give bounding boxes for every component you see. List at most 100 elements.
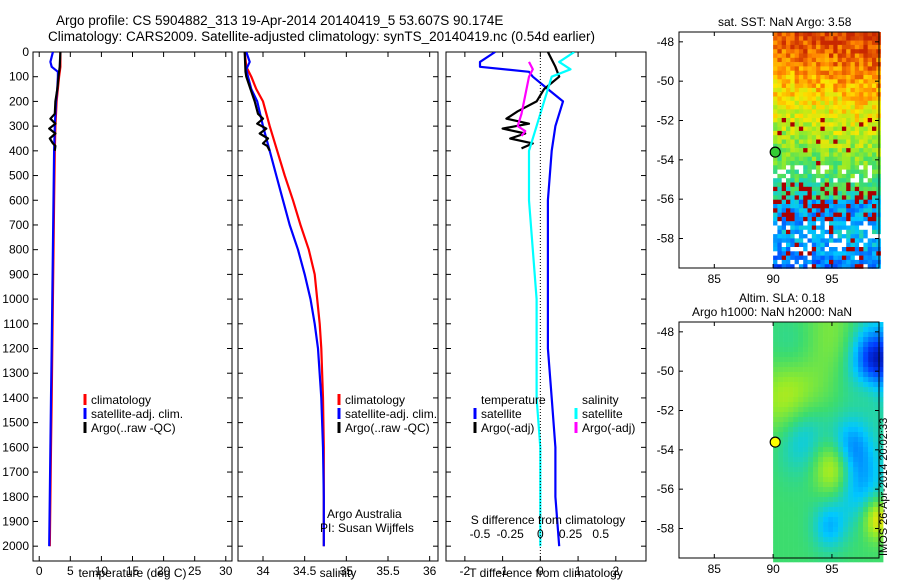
legend-label: Argo(-adj)	[481, 421, 534, 435]
series-line-s-argo-adj-	[516, 61, 534, 137]
y-tick-label: 1600	[2, 440, 29, 454]
x-tick-label: 10	[95, 564, 109, 578]
y-tick-label: 500	[9, 169, 29, 183]
y-tick-label: 0	[22, 45, 29, 59]
map-y-tick-label: -56	[657, 192, 675, 206]
x-tick-label: 5	[67, 564, 74, 578]
figure-title-line2: Climatology: CARS2009. Satellite-adjuste…	[48, 29, 596, 44]
legend-label: Argo(..raw -QC)	[91, 421, 176, 435]
y-tick-label: 1900	[2, 514, 29, 528]
top-tick-label: 0	[537, 527, 544, 541]
y-tick-label: 700	[9, 218, 29, 232]
sst-map-panel: 85 90 95 -48 -50 -52 -54 -56 -58	[657, 31, 881, 286]
legend-label: satellite	[582, 407, 623, 421]
y-tick-label: 1200	[2, 342, 29, 356]
map-y-tick-label: -52	[657, 404, 675, 418]
top-tick-label: 0.5	[592, 527, 609, 541]
legend-title-temperature: temperature	[481, 393, 546, 407]
argo-position-marker	[769, 436, 781, 448]
y-tick-label: 1400	[2, 391, 29, 405]
x-tick-label: 0	[36, 564, 43, 578]
series-line-argo-raw-qc-	[243, 52, 271, 152]
series-line-satellite-adj-clim-	[245, 52, 325, 547]
map-cells	[773, 32, 881, 269]
plot-frame	[32, 51, 233, 562]
x-tick-label: 35	[340, 564, 354, 578]
y-tick-label: 1800	[2, 490, 29, 504]
y-tick-label: 1500	[2, 416, 29, 430]
map-x-tick-label: 90	[766, 562, 780, 576]
map-y-tick-label: -48	[657, 35, 675, 49]
credit-line2: PI: Susan Wijffels	[320, 521, 414, 535]
map-x-tick-label: 95	[825, 562, 839, 576]
y-tick-label: 800	[9, 243, 29, 257]
y-tick-label: 200	[9, 94, 29, 108]
legend-label: Argo(-adj)	[582, 421, 635, 435]
y-tick-label: 600	[9, 193, 29, 207]
x-tick-label: 20	[157, 564, 171, 578]
series-line-satellite-adj-clim-	[48, 52, 60, 547]
y-tick-label: 100	[9, 70, 29, 84]
map-y-tick-label: -56	[657, 482, 675, 496]
legend-label: climatology	[91, 393, 151, 407]
map-y-tick-label: -58	[657, 232, 675, 246]
x-axis-label: T difference from climatology	[469, 566, 623, 580]
timestamp-stamp: IMOS 26-Apr-2014 20:02:33	[878, 417, 890, 556]
y-tick-label: 1000	[2, 292, 29, 306]
y-tick-label: 400	[9, 144, 29, 158]
map-y-tick-label: -50	[657, 74, 675, 88]
top-axis-label: S difference from climatology	[471, 513, 626, 527]
sla-map-title-line2: Argo h1000: NaN h2000: NaN	[692, 305, 853, 319]
legend-label: satellite-adj. clim.	[345, 407, 437, 421]
temperature-panel: 0 5 10 15 20 25 300100200300400500600700800900…	[2, 45, 232, 580]
map-x-tick-label: 85	[708, 272, 722, 286]
series-group	[478, 52, 575, 547]
map-x-tick-label: 85	[708, 562, 722, 576]
x-tick-label: 0	[537, 564, 544, 578]
x-tick-label: 34	[256, 564, 270, 578]
map-x-tick-label: 95	[825, 272, 839, 286]
x-tick-label: 2	[612, 564, 619, 578]
figure-title-line1: Argo profile: CS 5904882_313 19-Apr-2014…	[56, 13, 504, 28]
legend-label: satellite	[481, 407, 522, 421]
y-tick-label: 300	[9, 119, 29, 133]
legend-label: climatology	[345, 393, 405, 407]
x-tick-label: -2	[460, 564, 471, 578]
map-y-tick-label: -58	[657, 522, 675, 536]
series-group	[48, 52, 62, 547]
series-line-argo-raw-qc-	[48, 52, 62, 151]
map-y-tick-label: -52	[657, 114, 675, 128]
y-tick-label: 1700	[2, 465, 29, 479]
legend-title-salinity: salinity	[582, 393, 619, 407]
x-tick-label: 25	[188, 564, 202, 578]
map-y-tick-label: -54	[657, 153, 675, 167]
x-tick-label: 34.5	[293, 564, 317, 578]
plot-frame	[445, 51, 647, 562]
y-tick-label: 900	[9, 267, 29, 281]
map-cells	[773, 322, 884, 563]
legend-label: Argo(..raw -QC)	[345, 421, 430, 435]
x-axis-label: salinity	[320, 566, 357, 580]
x-tick-label: -1	[497, 564, 508, 578]
legend-label: satellite-adj. clim.	[91, 407, 183, 421]
difference-panel: -2 -1 0 1 2T difference from climatology -0.5…	[445, 51, 647, 580]
series-group	[243, 52, 325, 547]
series-line-t-argo-adj-	[501, 52, 561, 150]
map-x-tick-label: 90	[766, 272, 780, 286]
x-tick-label: 36	[423, 564, 437, 578]
argo-position-marker	[769, 146, 781, 158]
map-y-tick-label: -50	[657, 364, 675, 378]
map-frame	[678, 321, 880, 559]
sla-map-panel: 85 90 95 -48 -50 -52 -54 -56 -58	[657, 321, 884, 576]
x-axis-label: temperature (deg C)	[78, 566, 186, 580]
x-tick-label: 30	[219, 564, 233, 578]
series-line-climatology	[243, 52, 325, 547]
salinity-panel: 34 34.5 35 35.5 36 salinity climatologysatelli…	[237, 51, 439, 580]
plot-frame	[237, 51, 439, 562]
y-tick-label: 1100	[3, 317, 29, 331]
map-y-tick-label: -54	[657, 443, 675, 457]
series-line-s-satellite	[527, 52, 575, 547]
series-line-t-satellite	[478, 52, 565, 547]
x-tick-label: 35.5	[376, 564, 400, 578]
